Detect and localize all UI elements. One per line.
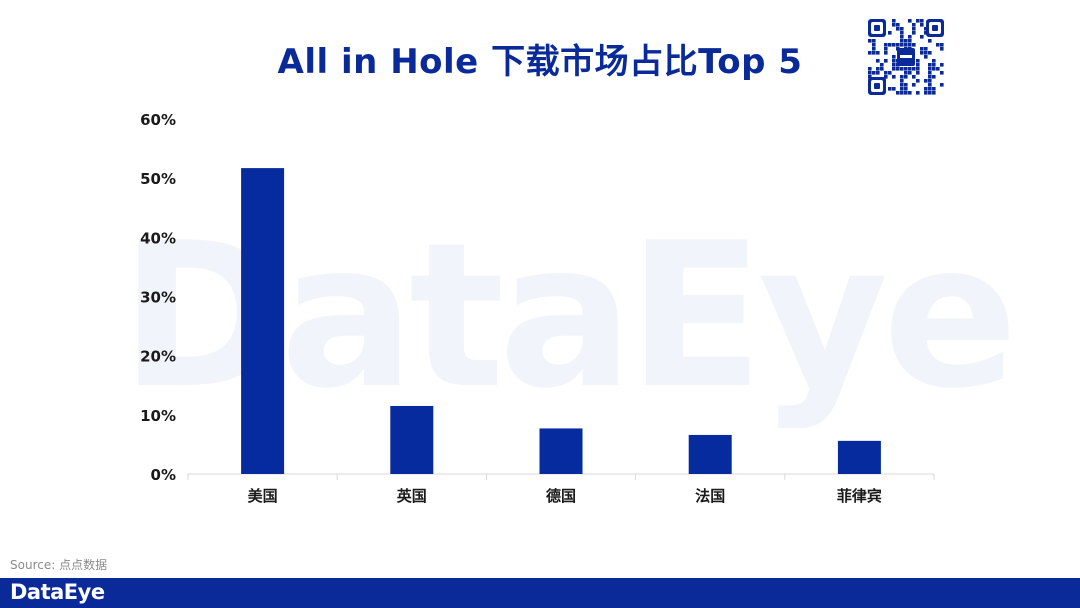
x-tick-label: 菲律宾 <box>837 487 882 505</box>
x-tick-label: 德国 <box>546 487 576 505</box>
x-tick-label: 英国 <box>397 487 427 505</box>
chart-title: All in Hole 下载市场占比Top 5 <box>277 42 803 82</box>
bar <box>837 440 881 474</box>
x-tick-label: 法国 <box>695 487 725 505</box>
bar <box>241 168 285 474</box>
qr-code-icon <box>866 17 946 97</box>
bar <box>539 428 583 474</box>
y-tick-label: 10% <box>140 407 176 425</box>
y-tick-label: 50% <box>140 170 176 188</box>
bar <box>688 434 732 474</box>
y-tick-label: 0% <box>151 466 176 484</box>
bar-chart: 0% 10% 20% 30% 40% 50% 60% 美国 英国 德国 法国 菲律宾 <box>140 111 935 505</box>
bar <box>390 405 434 474</box>
source-note: Source: 点点数据 <box>10 558 108 572</box>
footer-logo: DataEye <box>10 580 105 604</box>
y-tick-label: 60% <box>140 111 176 129</box>
footer-bar: DataEye <box>0 578 1080 608</box>
x-tick-label: 美国 <box>248 487 278 505</box>
y-tick-label: 40% <box>140 229 176 247</box>
y-tick-label: 20% <box>140 348 176 366</box>
y-tick-label: 30% <box>140 289 176 307</box>
